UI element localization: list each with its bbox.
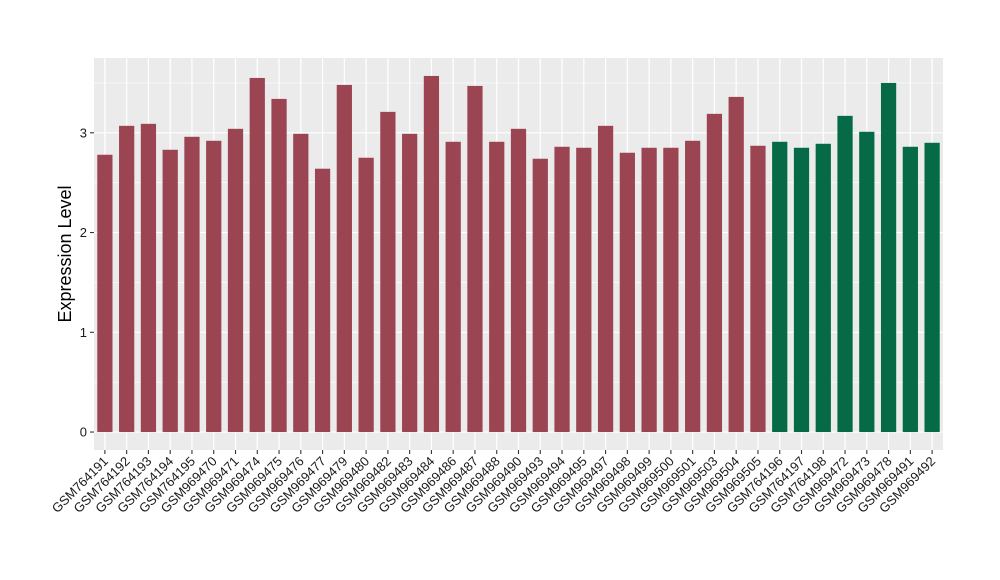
- bar-GSM969470: [206, 140, 222, 433]
- bar-GSM764198: [815, 143, 831, 433]
- y-axis: 0 1 2 3: [80, 125, 94, 440]
- x-axis: GSM764191GSM764192GSM764193GSM764194GSM7…: [49, 450, 938, 516]
- bar-GSM969480: [358, 157, 374, 433]
- bar-GSM969497: [597, 125, 614, 433]
- bar-GSM969477: [314, 168, 331, 433]
- bar-GSM969471: [227, 128, 244, 433]
- bar-GSM969483: [402, 133, 418, 433]
- bar-GSM764197: [793, 147, 810, 433]
- bar-GSM969478: [880, 82, 897, 433]
- bar-GSM969493: [532, 158, 548, 433]
- bar-GSM969486: [445, 141, 461, 433]
- y-tick-label: 0: [80, 425, 87, 440]
- bar-GSM969498: [619, 152, 635, 433]
- bar-GSM969472: [837, 115, 853, 433]
- y-tick-label: 1: [80, 325, 87, 340]
- bar-GSM969504: [728, 96, 744, 433]
- bar-GSM969494: [554, 146, 570, 433]
- bar-GSM969474: [249, 77, 265, 433]
- y-tick-label: 2: [80, 225, 87, 240]
- bar-GSM969475: [271, 98, 287, 433]
- bar-GSM764192: [119, 125, 135, 433]
- bars: [97, 75, 940, 433]
- bar-GSM969505: [750, 145, 766, 433]
- bar-GSM969503: [706, 113, 723, 433]
- bar-GSM764193: [140, 123, 157, 433]
- bar-GSM969479: [336, 84, 352, 433]
- bar-GSM969492: [924, 142, 940, 433]
- bar-GSM969491: [902, 146, 918, 433]
- bar-GSM969495: [576, 147, 592, 433]
- bar-GSM969501: [685, 140, 701, 433]
- bar-GSM764195: [184, 136, 200, 433]
- y-axis-title: Expression Level: [55, 185, 75, 322]
- bar-GSM969484: [423, 75, 440, 433]
- y-tick-label: 3: [80, 125, 87, 140]
- bar-GSM969499: [641, 147, 657, 433]
- bar-GSM764196: [772, 141, 788, 433]
- bar-GSM969476: [293, 133, 309, 433]
- bar-GSM969500: [663, 147, 679, 433]
- bar-GSM969487: [467, 85, 483, 433]
- bar-GSM969482: [380, 111, 396, 433]
- bar-GSM969488: [489, 141, 505, 433]
- bar-GSM764191: [97, 154, 113, 433]
- bar-GSM764194: [162, 149, 178, 433]
- bar-GSM969473: [859, 131, 875, 433]
- bar-GSM969490: [510, 128, 527, 433]
